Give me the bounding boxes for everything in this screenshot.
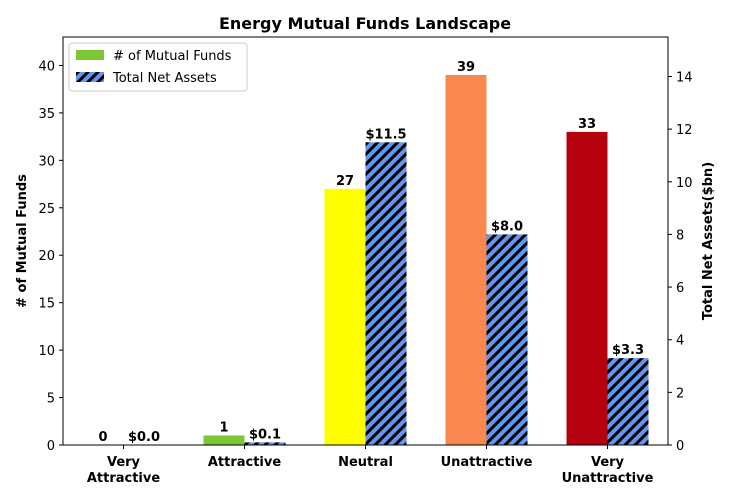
y-left-tick-label: 0: [47, 439, 55, 454]
y-right-tick-label: 0: [676, 439, 684, 454]
y-left-tick-label: 10: [38, 344, 55, 359]
y-right-tick-label: 2: [676, 386, 684, 401]
x-tick-label: Unattractive: [441, 455, 533, 470]
data-label-net-assets: $3.3: [612, 343, 644, 358]
bar-net-assets: [607, 358, 649, 445]
data-label-funds: 0: [98, 430, 107, 445]
x-tick-label: Attractive: [87, 471, 161, 486]
chart-title: Energy Mutual Funds Landscape: [219, 14, 511, 33]
x-tick-label: Very: [107, 455, 141, 470]
y-left-tick-label: 5: [47, 392, 55, 407]
bar-funds: [566, 131, 608, 445]
y-left-tick-label: 15: [38, 297, 55, 312]
y-left-tick-label: 30: [38, 154, 55, 169]
bar-funds: [445, 74, 487, 445]
y-left-tick-label: 20: [38, 249, 55, 264]
data-label-net-assets: $0.0: [128, 430, 160, 445]
y-axis-left-label: # of Mutual Funds: [15, 174, 30, 308]
y-left-tick-label: 40: [38, 59, 55, 74]
bar-funds: [324, 188, 366, 445]
data-label-funds: 39: [457, 60, 475, 75]
legend-box: [68, 42, 248, 92]
bar-funds: [203, 435, 245, 445]
y-left-tick-label: 25: [38, 202, 55, 217]
data-label-net-assets: $0.1: [249, 427, 281, 442]
y-axis-right-label: Total Net Assets($bn): [701, 162, 716, 320]
bar-net-assets: [365, 142, 407, 445]
data-label-funds: 33: [578, 117, 596, 132]
y-right-tick-label: 6: [676, 281, 684, 296]
bar-net-assets: [244, 442, 286, 445]
y-right-tick-label: 12: [676, 123, 693, 138]
legend-swatch-funds: [76, 50, 104, 60]
y-right-tick-label: 8: [676, 228, 684, 243]
y-right-tick-label: 4: [676, 334, 684, 349]
data-label-funds: 27: [336, 174, 354, 189]
data-label-net-assets: $11.5: [365, 127, 406, 142]
legend-label-funds: # of Mutual Funds: [113, 49, 232, 64]
y-right-tick-label: 10: [676, 176, 693, 191]
x-tick-label: Neutral: [338, 455, 393, 470]
y-right-tick-label: 14: [676, 70, 693, 85]
plot-frame: [62, 36, 669, 446]
legend-label-net-assets: Total Net Assets: [112, 71, 217, 86]
y-left-tick-label: 35: [38, 107, 55, 122]
legend-swatch-net-assets: [76, 72, 104, 82]
data-label-net-assets: $8.0: [491, 219, 523, 234]
bar-net-assets: [486, 234, 528, 445]
x-tick-label: Unattractive: [562, 471, 654, 486]
x-tick-label: Attractive: [208, 455, 282, 470]
x-tick-label: Very: [591, 455, 625, 470]
data-label-funds: 1: [219, 421, 228, 436]
